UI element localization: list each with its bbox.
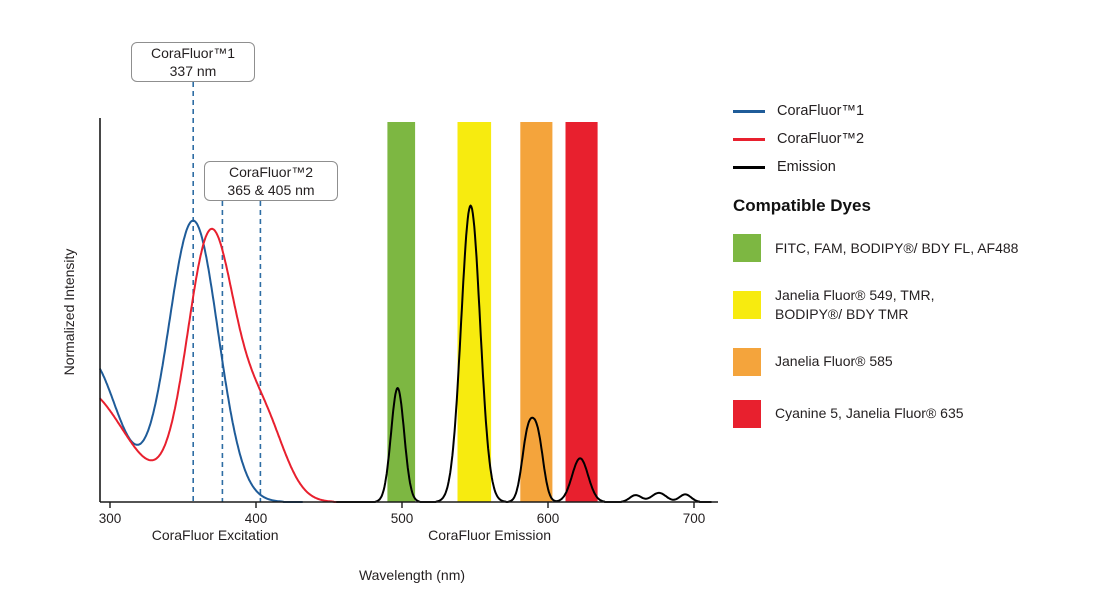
x-tick-label: 300 bbox=[99, 511, 122, 526]
dye-swatch-orange bbox=[733, 347, 761, 376]
dye-label-orange: Janelia Fluor® 585 bbox=[775, 353, 893, 370]
legend-label-corafluor2: CoraFluor™2 bbox=[777, 131, 865, 147]
annotation-corafluor2-name: CoraFluor™2 bbox=[228, 163, 314, 180]
legend-line-corafluor1 bbox=[733, 109, 765, 113]
x-axis-title: Wavelength (nm) bbox=[359, 567, 465, 583]
dye-swatch-green bbox=[733, 234, 761, 262]
annotation-corafluor1-wavelength: 337 nm bbox=[169, 63, 217, 79]
annotation-corafluor2-wavelength: 365 & 405 nm bbox=[227, 182, 315, 198]
dye-item-orange: Janelia Fluor® 585 bbox=[733, 347, 1103, 376]
spectrum-curve-corafluor2 bbox=[99, 227, 371, 503]
axis-section-label: CoraFluor Excitation bbox=[152, 527, 279, 543]
spectra-curves bbox=[98, 204, 712, 503]
compatible-dyes-title: Compatible Dyes bbox=[733, 196, 871, 215]
dye-item-red: Cyanine 5, Janelia Fluor® 635 bbox=[733, 399, 1103, 428]
x-tick-label: 700 bbox=[683, 511, 706, 526]
spectrum-curve-corafluor1 bbox=[98, 219, 303, 503]
x-tick-label: 400 bbox=[245, 511, 268, 526]
excitation-marker-lines bbox=[192, 82, 262, 502]
legend-item-corafluor1: CoraFluor™1 bbox=[733, 102, 1103, 120]
dye-label-red: Cyanine 5, Janelia Fluor® 635 bbox=[775, 405, 964, 422]
legend-panel: CoraFluor™1 CoraFluor™2 Emission Compati… bbox=[733, 102, 1103, 452]
filter-band-FITC-FAM-band bbox=[387, 122, 416, 502]
legend-item-emission: Emission bbox=[733, 158, 1103, 176]
legend: CoraFluor™1 CoraFluor™2 Emission bbox=[733, 102, 1103, 176]
dye-item-green: FITC, FAM, BODIPY®/ BDY FL, AF488 bbox=[733, 234, 1103, 262]
dye-label-green: FITC, FAM, BODIPY®/ BDY FL, AF488 bbox=[775, 239, 1019, 256]
spectra-chart: 300 400 500 600 700 CoraFluor Excitation Cora… bbox=[61, 82, 718, 583]
filter-band-JF549-TMR-band bbox=[457, 122, 492, 502]
axis-section-label: CoraFluor Emission bbox=[428, 527, 551, 543]
dye-swatch-yellow bbox=[733, 290, 761, 319]
dye-swatch-red bbox=[733, 399, 761, 428]
axis-section-labels: CoraFluor Excitation CoraFluor Emission bbox=[152, 527, 551, 543]
legend-line-emission bbox=[733, 165, 765, 169]
filter-bands bbox=[387, 122, 598, 502]
x-tick-label: 600 bbox=[537, 511, 560, 526]
dye-label-yellow: Janelia Fluor® 549, TMR, BODIPY®/ BDY TM… bbox=[775, 287, 935, 322]
dye-item-yellow: Janelia Fluor® 549, TMR, BODIPY®/ BDY TM… bbox=[733, 286, 1103, 324]
spectrum-curve-emission bbox=[336, 204, 712, 503]
annotation-corafluor1-name: CoraFluor™1 bbox=[150, 44, 236, 61]
annotation-corafluor2: CoraFluor™2 365 & 405 nm bbox=[204, 161, 338, 201]
y-axis-title: Normalized Intensity bbox=[61, 249, 77, 376]
filter-band-Cy5-JF635-band bbox=[565, 122, 598, 502]
annotation-corafluor1: CoraFluor™1 337 nm bbox=[131, 42, 255, 82]
legend-item-corafluor2: CoraFluor™2 bbox=[733, 130, 1103, 148]
legend-line-corafluor2 bbox=[733, 137, 765, 141]
x-tick-labels: 300 400 500 600 700 bbox=[99, 502, 706, 526]
legend-label-corafluor1: CoraFluor™1 bbox=[777, 103, 865, 119]
x-tick-label: 500 bbox=[391, 511, 414, 526]
legend-label-emission: Emission bbox=[777, 159, 836, 175]
